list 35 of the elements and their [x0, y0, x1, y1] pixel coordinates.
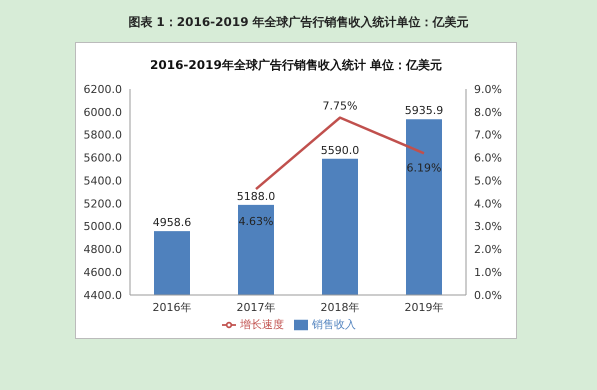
- data-label: 5590.0: [320, 144, 360, 157]
- y2-tick-label: 3.0%: [474, 220, 502, 234]
- data-label: 5188.0: [236, 190, 276, 203]
- data-label: 7.75%: [322, 100, 358, 113]
- y-tick-label: 5800.0: [84, 128, 122, 142]
- y2-tick-label: 5.0%: [474, 174, 502, 188]
- chart-title: 图表 1：2016-2019 年全球广告行销售收入统计单位：亿美元: [127, 14, 470, 31]
- x-tick-label: 2018年: [320, 300, 360, 314]
- y-tick-label: 5400.0: [84, 174, 122, 188]
- y-tick-label: 6200.0: [84, 82, 122, 96]
- y-tick-label: 6000.0: [84, 106, 122, 119]
- chart-subtitle: 2016-2019年全球广告行销售收入统计 单位：亿美元: [149, 57, 443, 74]
- y-tick-label: 4600.0: [84, 266, 122, 280]
- y-tick-label: 4800.0: [84, 243, 122, 256]
- y2-tick-label: 1.0%: [474, 266, 502, 280]
- data-label: 5935.9: [404, 104, 444, 118]
- y-tick-label: 5000.0: [84, 220, 122, 234]
- x-tick-label: 2017年: [236, 300, 276, 314]
- y-tick-label: 5600.0: [84, 152, 122, 165]
- legend-label: 增长速度: [240, 318, 284, 331]
- y-tick-label: 5200.0: [84, 197, 122, 210]
- x-tick-label: 2016年: [152, 300, 192, 314]
- y2-tick-label: 8.0%: [474, 106, 502, 119]
- y-tick-label: 4400.0: [84, 288, 122, 302]
- y2-tick-label: 6.0%: [474, 152, 502, 165]
- y2-tick-label: 9.0%: [474, 82, 502, 96]
- data-label: 6.19%: [406, 161, 442, 174]
- data-label: 4.63%: [238, 214, 274, 228]
- y2-tick-label: 7.0%: [474, 128, 502, 142]
- x-tick-label: 2019年: [404, 300, 444, 314]
- y2-tick-label: 4.0%: [474, 197, 502, 210]
- y2-tick-label: 0.0%: [474, 288, 502, 302]
- legend-label: 销售收入: [312, 318, 356, 331]
- data-label: 4958.6: [152, 216, 192, 230]
- y2-tick-label: 2.0%: [474, 243, 502, 256]
